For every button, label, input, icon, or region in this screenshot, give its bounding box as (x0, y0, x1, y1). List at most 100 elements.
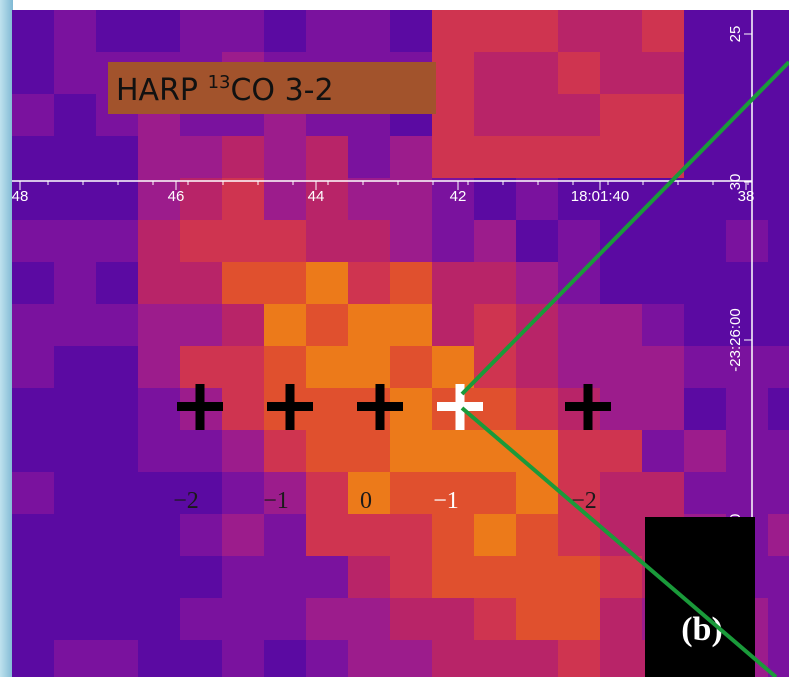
heatmap-cell (558, 346, 601, 389)
heatmap-cell (600, 514, 643, 557)
heatmap-cell (474, 514, 517, 557)
heatmap-cell (306, 598, 349, 641)
heatmap-cell (684, 178, 727, 221)
heatmap-cell (54, 262, 97, 305)
heatmap-cell (558, 304, 601, 347)
heatmap-cell (12, 514, 55, 557)
heatmap-cell (12, 304, 55, 347)
heatmap-cell (390, 346, 433, 389)
heatmap-cell (264, 136, 307, 179)
cross-v (196, 384, 205, 430)
heatmap-cell (222, 472, 265, 515)
heatmap-cell (516, 598, 559, 641)
heatmap-cell (768, 262, 789, 305)
heatmap-cell (390, 556, 433, 599)
heatmap-cell (222, 640, 265, 677)
heatmap-cell (768, 556, 789, 599)
heatmap-cell (306, 556, 349, 599)
heatmap-cell (306, 430, 349, 473)
heatmap-cell (306, 640, 349, 677)
heatmap-cell (432, 262, 475, 305)
heatmap-cell (348, 10, 391, 53)
heatmap-cell (642, 10, 685, 53)
heatmap-cell (264, 304, 307, 347)
heatmap-cell (516, 220, 559, 263)
heatmap-cell (516, 430, 559, 473)
heatmap-cell (432, 304, 475, 347)
heatmap-cell (390, 220, 433, 263)
heatmap-cell (684, 304, 727, 347)
offset-label: 0 (360, 488, 372, 514)
heatmap-cell (96, 598, 139, 641)
heatmap-cell (138, 388, 181, 431)
heatmap-cell (600, 472, 643, 515)
heatmap-cell (768, 346, 789, 389)
label-suffix: CO 3-2 (230, 73, 333, 108)
heatmap-cell (516, 556, 559, 599)
heatmap-cell (642, 220, 685, 263)
panel-label: (b) (681, 611, 723, 648)
heatmap-cell (138, 514, 181, 557)
figure: 4846444218:01:40382530-23:26:0030 (b) HA… (0, 0, 789, 677)
heatmap-cell (138, 346, 181, 389)
heatmap-cell (726, 262, 769, 305)
heatmap-cell (558, 52, 601, 95)
top-tick-label: 44 (308, 188, 325, 205)
heatmap-cell (264, 556, 307, 599)
heatmap-cell (600, 640, 643, 677)
heatmap-cell (516, 472, 559, 515)
heatmap-cell (180, 640, 223, 677)
heatmap-cell (96, 472, 139, 515)
heatmap-cell (96, 640, 139, 677)
heatmap-cell (516, 52, 559, 95)
heatmap-cell (642, 346, 685, 389)
heatmap-cell (180, 10, 223, 53)
heatmap-cell (684, 136, 727, 179)
offset-label: −2 (173, 488, 199, 514)
heatmap-cell (642, 94, 685, 137)
heatmap-cell (222, 346, 265, 389)
heatmap-cell (348, 304, 391, 347)
heatmap-cell (684, 430, 727, 473)
heatmap-cell (348, 514, 391, 557)
heatmap-cell (726, 136, 769, 179)
heatmap-cell (642, 430, 685, 473)
heatmap-cell (96, 262, 139, 305)
heatmap-cell (12, 94, 55, 137)
top-tick-label: 42 (450, 188, 467, 205)
heatmap-cell (222, 430, 265, 473)
heatmap-cell (432, 346, 475, 389)
heatmap-cell (768, 388, 789, 431)
heatmap-cell (432, 640, 475, 677)
heatmap-cell (348, 598, 391, 641)
heatmap-cell (768, 514, 789, 557)
heatmap-cell (474, 10, 517, 53)
heatmap-cell (96, 10, 139, 53)
heatmap-cell (432, 430, 475, 473)
heatmap-cell (12, 136, 55, 179)
heatmap-cell (432, 598, 475, 641)
heatmap-cell (138, 598, 181, 641)
heatmap-cell (180, 136, 223, 179)
heatmap-cell (684, 220, 727, 263)
heatmap-cell (180, 514, 223, 557)
heatmap-cell (768, 472, 789, 515)
heatmap-cell (516, 10, 559, 53)
heatmap-cell (474, 640, 517, 677)
heatmap-cell (222, 262, 265, 305)
heatmap-cell (474, 220, 517, 263)
heatmap-cell (768, 304, 789, 347)
heatmap-cell (684, 388, 727, 431)
heatmap-cell (432, 220, 475, 263)
heatmap-cell (12, 388, 55, 431)
heatmap-cell (306, 472, 349, 515)
heatmap-cell (558, 640, 601, 677)
heatmap-cell (348, 640, 391, 677)
heatmap-cell (600, 136, 643, 179)
heatmap-cell (12, 430, 55, 473)
heatmap-cell (768, 94, 789, 137)
heatmap-cell (390, 640, 433, 677)
heatmap-cell (642, 52, 685, 95)
heatmap-cell (180, 262, 223, 305)
heatmap-cell (180, 220, 223, 263)
